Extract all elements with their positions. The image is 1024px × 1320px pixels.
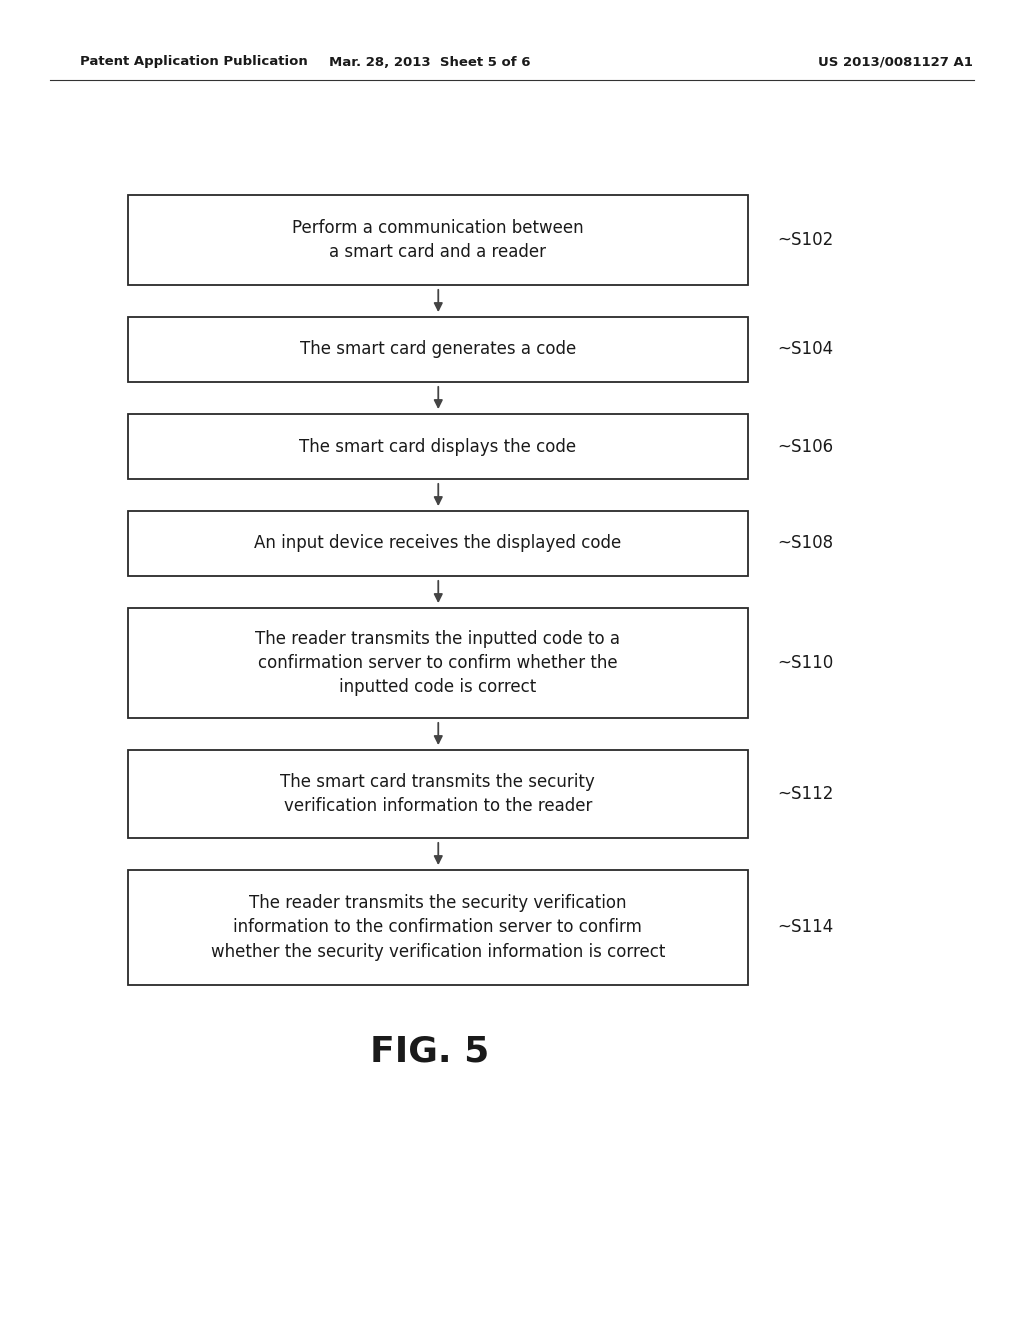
Bar bbox=[128, 414, 748, 479]
Text: The reader transmits the security verification
information to the confirmation s: The reader transmits the security verifi… bbox=[211, 894, 665, 961]
Text: Perform a communication between
a smart card and a reader: Perform a communication between a smart … bbox=[292, 219, 584, 261]
Text: The reader transmits the inputted code to a
confirmation server to confirm wheth: The reader transmits the inputted code t… bbox=[255, 630, 621, 697]
Text: ~S112: ~S112 bbox=[777, 785, 834, 803]
Bar bbox=[128, 870, 748, 985]
Bar bbox=[128, 195, 748, 285]
Text: The smart card generates a code: The smart card generates a code bbox=[300, 341, 575, 359]
Bar bbox=[128, 511, 748, 576]
Text: The smart card transmits the security
verification information to the reader: The smart card transmits the security ve… bbox=[281, 772, 595, 816]
Text: ~S104: ~S104 bbox=[777, 341, 834, 359]
Bar bbox=[128, 609, 748, 718]
Text: Patent Application Publication: Patent Application Publication bbox=[80, 55, 308, 69]
Text: ~S106: ~S106 bbox=[777, 437, 834, 455]
Text: ~S108: ~S108 bbox=[777, 535, 834, 553]
Bar bbox=[128, 750, 748, 838]
Text: ~S102: ~S102 bbox=[777, 231, 834, 249]
Text: Mar. 28, 2013  Sheet 5 of 6: Mar. 28, 2013 Sheet 5 of 6 bbox=[330, 55, 530, 69]
Text: US 2013/0081127 A1: US 2013/0081127 A1 bbox=[818, 55, 973, 69]
Text: ~S110: ~S110 bbox=[777, 653, 834, 672]
Text: ~S114: ~S114 bbox=[777, 919, 834, 936]
Text: FIG. 5: FIG. 5 bbox=[371, 1035, 489, 1069]
Text: An input device receives the displayed code: An input device receives the displayed c… bbox=[254, 535, 622, 553]
Bar bbox=[128, 317, 748, 381]
Text: The smart card displays the code: The smart card displays the code bbox=[299, 437, 577, 455]
